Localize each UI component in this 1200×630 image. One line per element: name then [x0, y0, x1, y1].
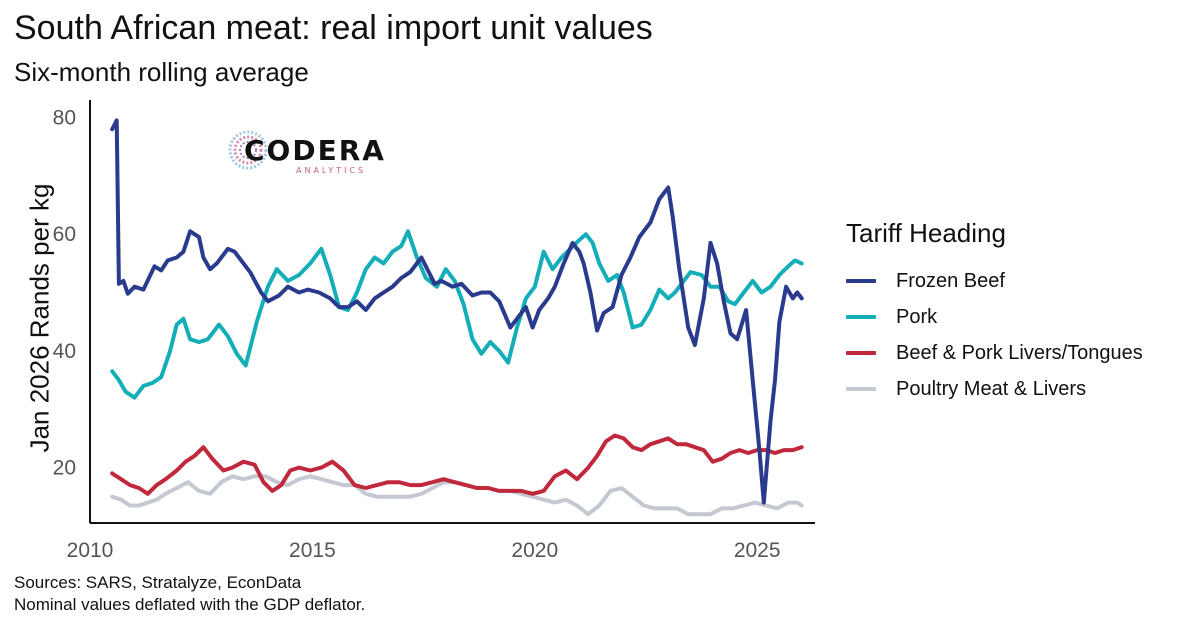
x-tick-label: 2020	[511, 539, 558, 562]
legend-swatch	[846, 351, 876, 355]
legend-items: Frozen Beef Pork Beef & Pork Livers/Tongue…	[846, 263, 1196, 407]
y-tick-label: 60	[53, 223, 76, 246]
logo-subtitle: ANALYTICS	[296, 166, 367, 175]
legend-swatch	[846, 315, 876, 319]
series-layer	[110, 118, 804, 517]
x-tick-label: 2015	[289, 539, 336, 562]
legend-item-frozen-beef: Frozen Beef	[846, 263, 1196, 299]
legend-label: Poultry Meat & Livers	[896, 377, 1087, 400]
deflator-note: Nominal values deflated with the GDP def…	[14, 595, 366, 614]
x-tick-label: 2025	[734, 539, 781, 562]
logo-wordmark: CODERA	[244, 134, 386, 167]
y-tick-label: 80	[53, 107, 76, 130]
chart-title: South African meat: real import unit val…	[14, 9, 653, 47]
legend-item-beef-pork-livers-tongues: Beef & Pork Livers/Tongues	[846, 335, 1196, 371]
chart-subtitle: Six-month rolling average	[14, 57, 309, 87]
logo-mark-icon	[228, 130, 268, 170]
legend-item-poultry-meat-livers: Poultry Meat & Livers	[846, 371, 1196, 407]
y-tick-label: 40	[53, 340, 76, 363]
legend-title: Tariff Heading	[846, 218, 1006, 248]
legend-swatch	[846, 279, 876, 283]
series-line-beef-pork-livers-tongues	[110, 433, 804, 496]
y-tick-label: 20	[53, 457, 76, 480]
legend-label: Pork	[896, 305, 938, 328]
series-line-pork	[110, 229, 804, 400]
legend-label: Beef & Pork Livers/Tongues	[896, 341, 1143, 364]
series-line-frozen-beef	[110, 118, 804, 505]
legend-label: Frozen Beef	[896, 269, 1005, 292]
axis-layer: 20 40 60 80 2010 2015 2020 2025	[53, 100, 815, 562]
legend: Tariff Heading Frozen Beef Pork Beef & Por…	[846, 218, 1196, 407]
codera-logo: CODERA ANALYTICS	[228, 126, 398, 186]
sources-note: Sources: SARS, Stratalyze, EconData	[14, 573, 302, 592]
legend-item-pork: Pork	[846, 299, 1196, 335]
x-tick-label: 2010	[67, 539, 114, 562]
footer-notes: Sources: SARS, Stratalyze, EconData Nomi…	[14, 572, 365, 616]
legend-swatch	[846, 387, 876, 391]
